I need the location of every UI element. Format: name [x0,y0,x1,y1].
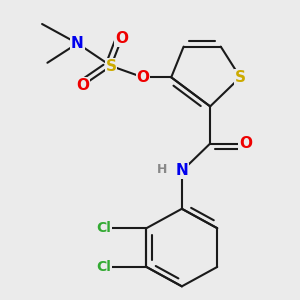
Text: S: S [235,70,246,85]
Text: O: O [115,31,128,46]
Text: O: O [239,136,252,151]
Text: H: H [157,163,168,176]
Text: Cl: Cl [97,221,111,235]
Text: O: O [76,78,89,93]
Text: S: S [106,58,117,74]
Text: O: O [136,70,149,85]
Text: N: N [176,164,188,178]
Text: Cl: Cl [97,260,111,274]
Text: N: N [71,36,84,51]
